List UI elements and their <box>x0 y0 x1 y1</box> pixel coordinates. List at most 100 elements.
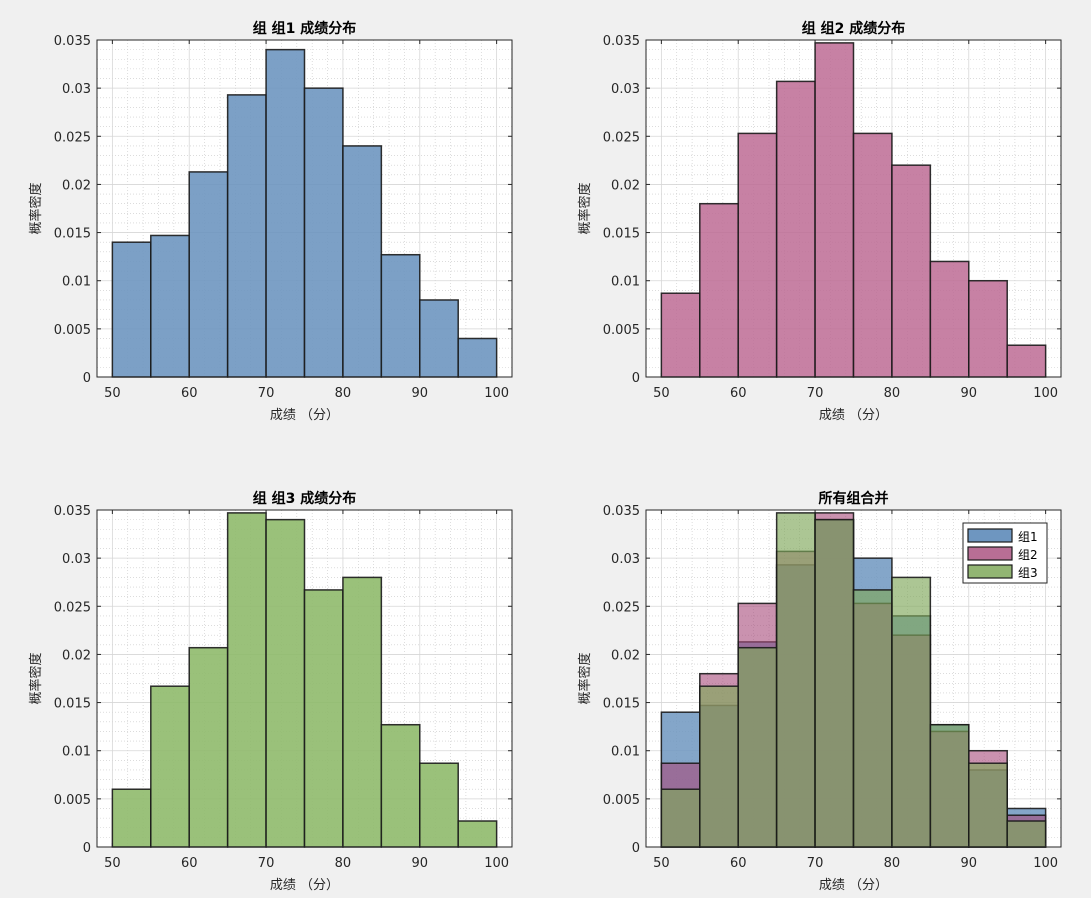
y-tick-label: 0.035 <box>603 504 640 519</box>
y-tick-label: 0.015 <box>603 227 640 242</box>
histogram-bar-组1-7 <box>380 253 421 378</box>
x-tick-label: 70 <box>258 386 275 401</box>
y-tick-label: 0.02 <box>611 178 640 193</box>
histogram-bar-组3-1 <box>699 685 739 848</box>
x-axis-label: 成绩 （分） <box>270 408 339 423</box>
axes-box <box>96 509 513 848</box>
y-tick-label: 0.01 <box>62 745 91 760</box>
x-tick-label: 80 <box>884 856 901 871</box>
y-axis-label: 概率密度 <box>577 182 593 234</box>
histogram-bar-组1-4 <box>265 48 306 378</box>
histogram-bar-组1-3 <box>226 94 267 378</box>
histogram-bar-组2-1 <box>699 202 739 378</box>
y-tick-label: 0.025 <box>603 130 640 145</box>
histogram-bar-组3-4 <box>265 518 306 848</box>
axes-box <box>645 509 1062 848</box>
histogram-bar-组3-4 <box>814 518 855 848</box>
histogram-bar-组3-7 <box>929 723 970 848</box>
x-tick-label: 50 <box>653 386 670 401</box>
x-tick-label: 60 <box>181 386 198 401</box>
histogram-bar-组3-5 <box>852 589 893 848</box>
x-axis-label: 成绩 （分） <box>819 878 888 893</box>
y-tick-label: 0.03 <box>611 82 640 97</box>
y-tick-label: 0 <box>632 371 640 386</box>
histogram-bar-组3-3 <box>226 512 267 848</box>
x-tick-label: 80 <box>884 386 901 401</box>
y-tick-label: 0.02 <box>611 648 640 663</box>
histogram-bar-组2-7 <box>929 260 970 378</box>
x-tick-label: 50 <box>104 856 121 871</box>
y-tick-label: 0 <box>83 841 91 856</box>
x-tick-label: 100 <box>484 386 509 401</box>
legend-label-组2: 组2 <box>1018 548 1038 562</box>
y-tick-label: 0 <box>83 371 91 386</box>
histogram-bar-组1-6 <box>342 145 383 378</box>
chart-title: 组 组3 成绩分布 <box>253 490 357 507</box>
chart-4: 50 60 70 80 90 100 0 0.005 0.01 0.015 0.02 0.025 0.0… <box>577 490 1062 893</box>
histogram-bar-组2-9 <box>1006 344 1047 378</box>
chart-title: 组 组1 成绩分布 <box>253 20 357 37</box>
histogram-bar-组3-0 <box>111 788 152 848</box>
y-axis-label: 概率密度 <box>28 652 44 704</box>
y-tick-label: 0.005 <box>54 323 91 338</box>
y-tick-label: 0.035 <box>54 34 91 49</box>
histogram-bar-组2-5 <box>852 132 893 378</box>
histogram-bar-组2-4 <box>814 42 855 378</box>
legend-swatch-组3 <box>967 564 1013 579</box>
x-axis-label: 成绩 （分） <box>270 878 339 893</box>
x-tick-label: 90 <box>412 856 429 871</box>
chart-1: 50 60 70 80 90 100 0 0.005 0.01 0.015 0.02 0.025 0.0… <box>28 20 513 423</box>
histogram-bar-组3-9 <box>457 820 498 848</box>
y-tick-label: 0.025 <box>603 600 640 615</box>
x-axis-label: 成绩 （分） <box>819 408 888 423</box>
y-tick-label: 0.02 <box>62 648 91 663</box>
y-tick-label: 0.015 <box>54 227 91 242</box>
y-tick-label: 0.005 <box>54 793 91 808</box>
histogram-bar-组3-7 <box>380 723 421 848</box>
legend-swatch-组1 <box>967 528 1013 543</box>
histogram-bar-组2-2 <box>737 132 778 378</box>
y-tick-label: 0.025 <box>54 130 91 145</box>
x-tick-label: 70 <box>807 386 824 401</box>
legend-swatch-组2 <box>967 546 1013 561</box>
y-tick-label: 0.005 <box>603 323 640 338</box>
x-tick-label: 70 <box>258 856 275 871</box>
x-tick-label: 100 <box>1033 856 1058 871</box>
y-tick-label: 0.015 <box>54 697 91 712</box>
x-tick-label: 90 <box>961 856 978 871</box>
histogram-bar-组3-9 <box>1006 820 1047 848</box>
x-tick-label: 100 <box>484 856 509 871</box>
y-tick-label: 0.01 <box>611 275 640 290</box>
histogram-bar-组3-3 <box>775 512 816 848</box>
histogram-bar-组3-8 <box>419 762 459 848</box>
y-axis-label: 概率密度 <box>577 652 593 704</box>
histogram-bar-组2-3 <box>775 80 816 378</box>
histogram-bar-组3-1 <box>150 685 190 848</box>
y-tick-label: 0.03 <box>611 552 640 567</box>
histogram-bar-组1-9 <box>457 337 498 378</box>
histogram-bar-组3-5 <box>303 589 344 848</box>
x-tick-label: 80 <box>335 856 352 871</box>
y-tick-label: 0.005 <box>603 793 640 808</box>
histogram-bar-组3-2 <box>737 646 778 848</box>
chart-title: 组 组2 成绩分布 <box>802 20 906 37</box>
y-tick-label: 0.01 <box>611 745 640 760</box>
y-tick-label: 0.025 <box>54 600 91 615</box>
histogram-bar-组1-5 <box>303 87 344 378</box>
histogram-bar-组1-8 <box>419 299 459 378</box>
y-tick-label: 0.02 <box>62 178 91 193</box>
x-tick-label: 50 <box>104 386 121 401</box>
histogram-bar-组1-0 <box>111 241 152 378</box>
axes-box <box>645 39 1062 378</box>
x-tick-label: 50 <box>653 856 670 871</box>
x-tick-label: 60 <box>730 856 747 871</box>
x-tick-label: 70 <box>807 856 824 871</box>
y-tick-label: 0.035 <box>603 34 640 49</box>
x-tick-label: 100 <box>1033 386 1058 401</box>
x-tick-label: 60 <box>730 386 747 401</box>
y-axis-label: 概率密度 <box>28 182 44 234</box>
axes-box <box>96 39 513 378</box>
chart-3: 50 60 70 80 90 100 0 0.005 0.01 0.015 0.02 0.025 0.0… <box>28 490 513 893</box>
y-tick-label: 0.015 <box>603 697 640 712</box>
